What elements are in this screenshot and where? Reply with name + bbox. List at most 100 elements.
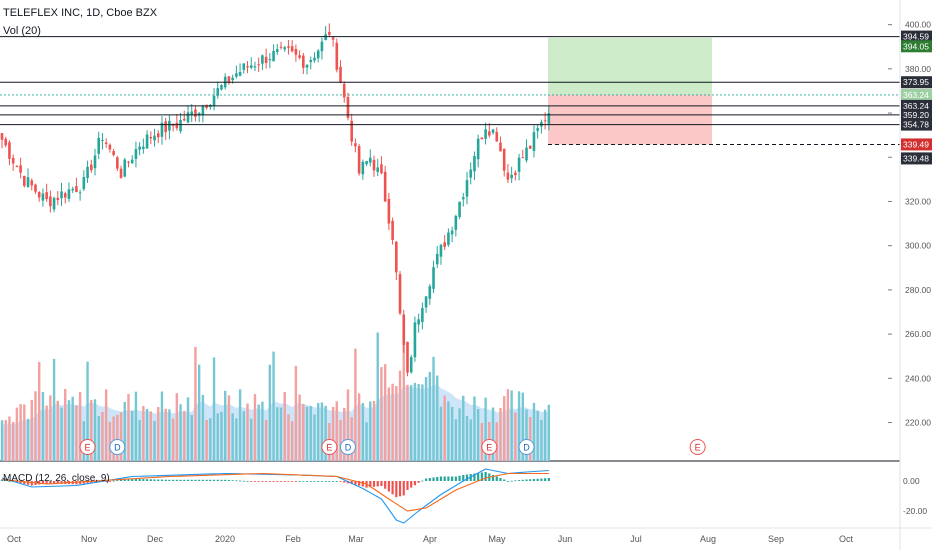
candle-body bbox=[194, 109, 197, 117]
volume-bar bbox=[30, 399, 33, 461]
volume-bar bbox=[287, 414, 290, 461]
macd-histogram-bar bbox=[331, 481, 335, 482]
macd-histogram-bar bbox=[212, 479, 216, 481]
volume-bar bbox=[212, 357, 216, 461]
volume-bar bbox=[454, 419, 458, 461]
time-axis-label: Oct bbox=[7, 534, 22, 544]
volume-bar bbox=[97, 415, 100, 461]
macd-histogram-bar bbox=[276, 481, 279, 482]
candle-body bbox=[357, 146, 361, 174]
macd-histogram-bar bbox=[465, 474, 469, 481]
macd-histogram-bar bbox=[354, 481, 357, 485]
macd-histogram-bar bbox=[436, 477, 439, 481]
candle-body bbox=[63, 193, 67, 198]
macd-histogram-bar bbox=[462, 475, 465, 481]
macd-histogram-bar bbox=[168, 479, 171, 481]
candle-body bbox=[216, 88, 220, 96]
volume-bar bbox=[101, 411, 104, 461]
macd-histogram-bar bbox=[372, 481, 376, 487]
volume-bar bbox=[183, 410, 186, 461]
candle-body bbox=[309, 59, 313, 63]
volume-bar bbox=[75, 405, 78, 461]
candle-body bbox=[112, 151, 115, 156]
macd-histogram-bar bbox=[142, 479, 145, 481]
volume-legend: Vol (20) bbox=[3, 25, 41, 37]
volume-bar bbox=[8, 416, 11, 461]
volume-bar bbox=[309, 406, 312, 461]
candle-body bbox=[514, 172, 517, 176]
macd-histogram-bar bbox=[358, 481, 361, 486]
volume-bar bbox=[380, 367, 383, 461]
price-badge-label: 394.59 bbox=[903, 32, 929, 42]
dividend-marker bbox=[518, 439, 535, 455]
candle-body bbox=[342, 83, 346, 98]
macd-histogram-bar bbox=[205, 479, 208, 481]
candle-body bbox=[302, 55, 305, 68]
candle-body bbox=[160, 122, 164, 137]
candle-body bbox=[383, 171, 387, 202]
volume-bar bbox=[458, 408, 461, 461]
macd-histogram-bar bbox=[473, 473, 476, 481]
volume-bar bbox=[450, 406, 454, 461]
macd-histogram-bar bbox=[86, 481, 89, 484]
price-badge bbox=[901, 138, 932, 151]
macd-histogram-bar bbox=[313, 481, 316, 482]
candle-body bbox=[190, 111, 194, 115]
candle-body bbox=[313, 57, 316, 61]
macd-histogram-bar bbox=[23, 481, 26, 484]
volume-bar bbox=[0, 420, 4, 461]
price-badge bbox=[901, 108, 932, 121]
volume-bar bbox=[402, 324, 405, 461]
macd-histogram-bar bbox=[231, 480, 234, 481]
volume-bar bbox=[93, 399, 97, 461]
volume-bar bbox=[26, 418, 30, 461]
candle-body bbox=[361, 161, 365, 175]
candle-body bbox=[458, 201, 461, 217]
volume-bar bbox=[536, 410, 539, 461]
macd-histogram-bar bbox=[160, 479, 164, 481]
volume-bar bbox=[279, 407, 283, 461]
macd-histogram-bar bbox=[387, 481, 390, 492]
volume-bar bbox=[116, 414, 119, 461]
candle-body bbox=[346, 97, 350, 118]
candle-body bbox=[491, 129, 495, 133]
candle-body bbox=[391, 220, 394, 240]
candle-body bbox=[480, 137, 484, 140]
price-axis-label: 320.00 bbox=[905, 196, 931, 206]
macd-histogram-bar bbox=[246, 480, 249, 482]
candle-body bbox=[30, 180, 34, 186]
candle-body bbox=[231, 77, 234, 81]
candle-body bbox=[495, 131, 499, 142]
volume-bar bbox=[227, 395, 231, 461]
macd-histogram-bar bbox=[343, 481, 346, 483]
macd-histogram-bar bbox=[283, 481, 286, 482]
candle-body bbox=[235, 73, 238, 77]
time-axis-label: May bbox=[488, 534, 506, 544]
volume-bar bbox=[220, 411, 223, 461]
candle-body bbox=[316, 50, 320, 59]
candle-body bbox=[395, 241, 398, 273]
candle-body bbox=[439, 244, 443, 257]
macd-histogram-bar bbox=[417, 481, 420, 483]
volume-bar bbox=[71, 396, 74, 461]
volume-bar bbox=[11, 421, 15, 461]
candle-body bbox=[56, 197, 60, 201]
macd-histogram-bar bbox=[116, 480, 119, 482]
candle-body bbox=[335, 42, 339, 70]
volume-bar bbox=[354, 348, 357, 461]
event-marker-label: E bbox=[486, 443, 492, 453]
volume-bar bbox=[64, 388, 67, 461]
volume-bar bbox=[67, 400, 71, 461]
volume-bar bbox=[543, 409, 547, 461]
price-badge-label: 359.20 bbox=[903, 110, 929, 120]
macd-histogram-bar bbox=[123, 479, 126, 481]
volume-bar bbox=[250, 418, 253, 461]
volume-bar bbox=[421, 384, 424, 461]
candle-body bbox=[488, 131, 491, 136]
macd-histogram-bar bbox=[376, 481, 379, 487]
macd-histogram-bar bbox=[369, 481, 372, 488]
candle-body bbox=[123, 159, 127, 177]
volume-bar bbox=[298, 394, 301, 461]
